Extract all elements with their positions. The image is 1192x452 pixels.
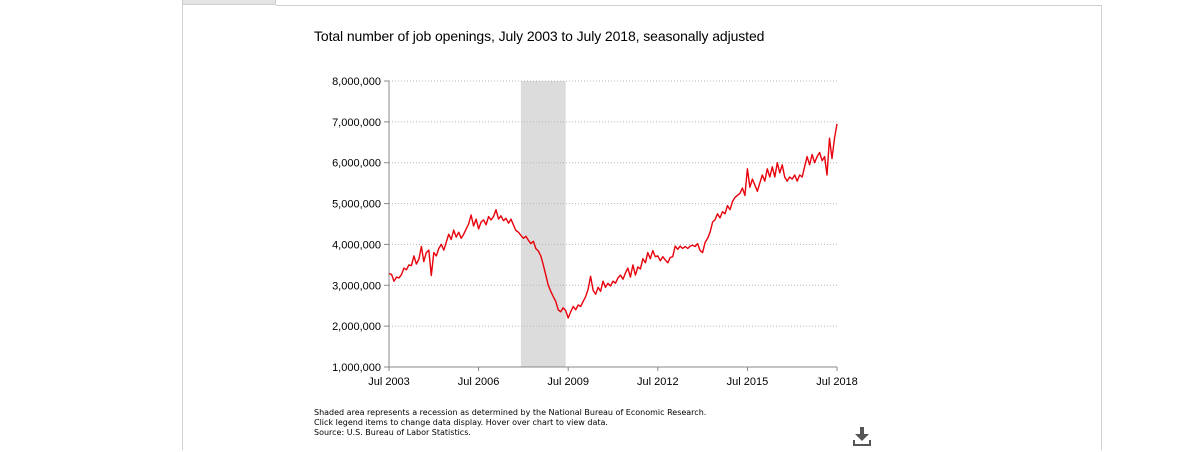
x-tick-labels: Jul 2003 Jul 2006 Jul 2009 Jul 2012 Jul 2015… — [368, 376, 858, 388]
tab-stub[interactable] — [183, 0, 276, 5]
x-tick-label: Jul 2018 — [816, 376, 858, 388]
x-tick-label: Jul 2012 — [637, 376, 679, 388]
frame-border-top — [276, 5, 1102, 6]
y-tick-labels: 1,000,000 2,000,000 3,000,000 4,000,000 5,00… — [332, 76, 381, 374]
y-tick-label: 1,000,000 — [332, 362, 381, 374]
y-tick-label: 5,000,000 — [332, 199, 381, 211]
x-tick-label: Jul 2009 — [547, 376, 589, 388]
axes — [388, 81, 838, 371]
x-tick-label: Jul 2015 — [727, 376, 769, 388]
x-tick-label: Jul 2003 — [368, 376, 410, 388]
frame-border-right — [1101, 5, 1102, 450]
chart-notes: Shaded area represents a recession as de… — [314, 408, 706, 438]
note-source: Source: U.S. Bureau of Labor Statistics. — [314, 428, 471, 437]
note-instructions: Click legend items to change data displa… — [314, 418, 608, 427]
download-button[interactable] — [852, 425, 872, 447]
y-tick-label: 2,000,000 — [332, 321, 381, 333]
x-tick-label: Jul 2006 — [458, 376, 500, 388]
y-tick-label: 7,000,000 — [332, 117, 381, 129]
y-tick-label: 3,000,000 — [332, 280, 381, 292]
recession-shading — [520, 81, 566, 367]
chart-title: Total number of job openings, July 2003 … — [314, 28, 765, 44]
note-recession: Shaded area represents a recession as de… — [314, 408, 707, 417]
y-tick-label: 6,000,000 — [332, 158, 381, 170]
y-tick-label: 4,000,000 — [332, 239, 381, 251]
y-tick-label: 8,000,000 — [332, 76, 381, 88]
series-layer[interactable] — [388, 123, 838, 319]
series-line-job-openings[interactable] — [388, 123, 838, 319]
frame-border-left — [182, 0, 183, 450]
recession-shading-layer — [520, 81, 566, 367]
download-icon — [853, 427, 871, 446]
gridlines — [384, 80, 837, 368]
